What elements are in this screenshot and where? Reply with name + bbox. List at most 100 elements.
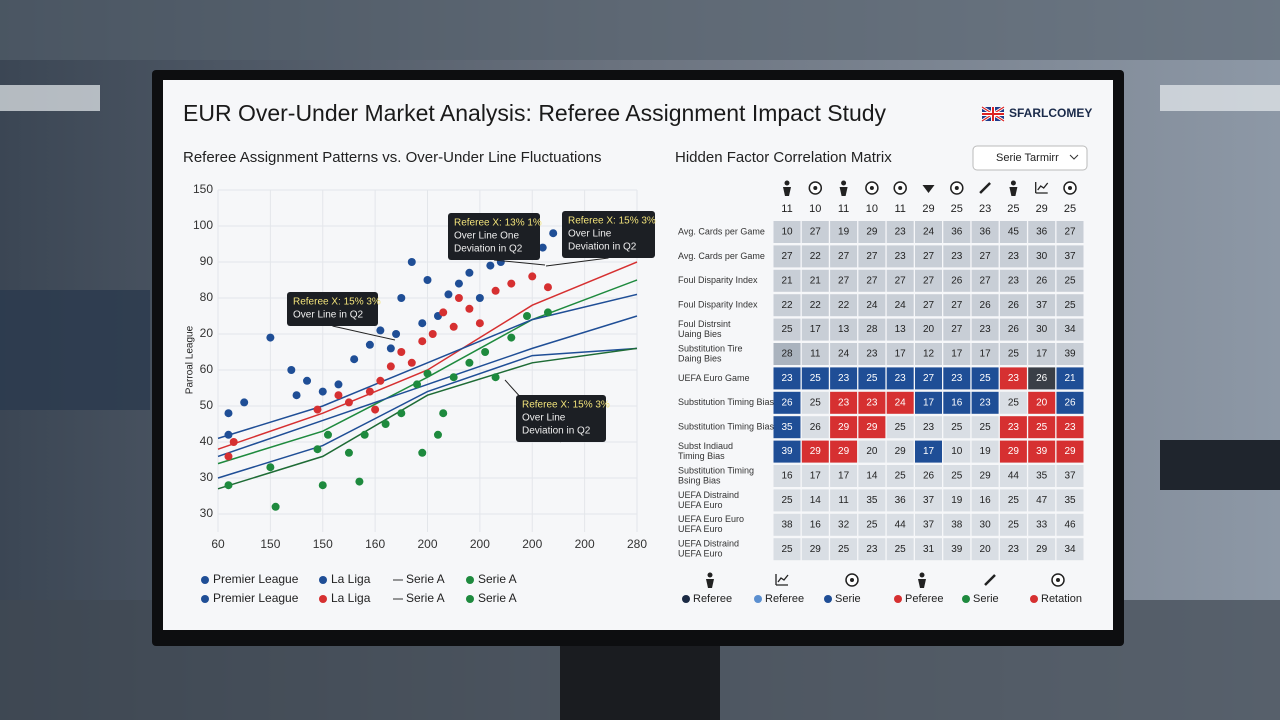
matrix-value: 35 [1064,495,1076,506]
annotation-box [448,213,540,260]
matrix-value: 25 [980,422,992,433]
annotation-text: Over Line [522,413,566,424]
matrix-cell [801,294,829,317]
matrix-value: 25 [980,373,992,384]
matrix-cell [915,343,942,365]
matrix-cell [1056,269,1084,292]
matrix-value: 26 [923,471,935,482]
scatter-point [465,358,474,367]
matrix-cell [773,538,801,561]
matrix-cell [971,269,999,292]
matrix-cell [915,416,942,439]
matrix-value: 39 [1064,349,1076,360]
matrix-cell [943,489,971,512]
matrix-cell [1028,391,1056,414]
scatter-point [491,373,500,382]
annotation-text: Referee X: 15% 3% [522,400,610,411]
annotation-text: Deviation in Q2 [522,426,591,437]
matrix-value: 17 [810,324,822,335]
matrix-value: 27 [923,251,935,262]
matrix-cell [830,465,858,487]
column-number: 25 [1064,203,1076,215]
annotation-text: Deviation in Q2 [568,242,637,253]
annotation-box [287,292,378,326]
matrix-value: 20 [866,446,878,457]
icon [919,572,925,578]
matrix-cell [801,269,829,292]
matrix-cell [886,440,914,463]
ceiling-light [1160,85,1280,111]
matrix-cell [858,343,886,365]
legend-label: Serie A [478,572,517,586]
matrix-value: 23 [951,373,963,384]
matrix-value: 34 [1064,324,1076,335]
matrix-value: 44 [895,519,907,530]
column-number: 10 [809,203,821,215]
matrix-cell [999,245,1027,268]
matrix-cell [830,221,858,243]
matrix-value: 17 [1036,349,1048,360]
icon [1068,186,1072,190]
y-axis-label: Parroal League [185,325,196,394]
matrix-value: 25 [781,324,793,335]
matrix-cell [1028,269,1056,292]
matrix-cell [886,538,914,561]
scatter-point [397,294,406,302]
y-tick-label: 30 [200,470,214,484]
matrix-value: 27 [895,275,907,286]
scatter-point [303,376,312,385]
matrix-value: 23 [1064,422,1076,433]
icon [918,579,926,588]
matrix-value: 26 [1008,324,1020,335]
scatter-point [407,258,416,266]
matrix-cell [915,538,942,561]
matrix-value: 13 [838,324,850,335]
icon [783,187,791,196]
matrix-cell [858,465,886,487]
matrix-value: 29 [838,446,850,457]
matrix-value: 35 [866,495,878,506]
scatter-point [355,477,364,486]
matrix-value: 23 [951,251,963,262]
y-tick-label: 20 [200,326,214,340]
matrix-cell [915,465,942,487]
matrix-value: 24 [838,349,850,360]
scatter-point [350,355,359,364]
matrix-cell [858,318,886,341]
legend-label: Peferee [905,593,944,605]
trend-line [217,347,638,479]
y-tick-label: 90 [200,254,214,268]
matrix-cell [999,391,1027,414]
trend-line [217,315,638,458]
matrix-value: 37 [923,519,935,530]
dropdown[interactable] [972,145,1088,171]
row-label: Bsing Bias [678,475,721,485]
matrix-cell [915,294,942,317]
matrix-value: 23 [866,397,878,408]
matrix-value: 25 [1064,300,1076,311]
scatter-point [439,308,448,317]
matrix-cell [858,538,886,561]
x-tick-label: 160 [365,537,385,551]
scatter-point [266,333,275,342]
matrix-cell [830,367,858,390]
row-label: UEFA Euro [678,500,723,510]
matrix-value: 24 [895,300,907,311]
scatter-point [376,376,385,385]
matrix-cell [1028,318,1056,341]
matrix-cell [801,343,829,365]
matrix-value: 19 [980,446,992,457]
y-tick-label: 80 [200,290,214,304]
matrix-cell [915,391,942,414]
matrix-value: 10 [951,446,963,457]
row-label: Daing Bies [678,353,722,363]
dropdown-label[interactable]: Serie Tarmirr [996,152,1059,164]
matrix-value: 25 [1036,422,1048,433]
matrix-cell [1028,367,1056,390]
matrix-cell [858,245,886,268]
row-label: UEFA Distraind [678,539,739,549]
matrix-cell [1056,294,1084,317]
matrix-cell [999,367,1027,390]
matrix-value: 35 [1036,471,1048,482]
